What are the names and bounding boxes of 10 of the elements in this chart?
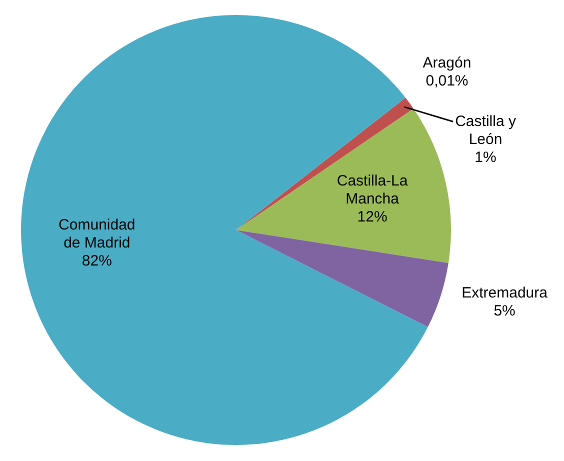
data-label: 82% bbox=[82, 252, 112, 270]
data-label: 12% bbox=[357, 208, 388, 226]
slice-label: Castilla-La Mancha bbox=[336, 172, 408, 208]
slice-label: Aragón bbox=[422, 54, 472, 72]
data-label: 5% bbox=[494, 302, 516, 320]
slice-label: Castilla y León bbox=[455, 112, 516, 148]
slice-label: Comunidad de Madrid bbox=[58, 216, 136, 252]
data-label: 0,01% bbox=[426, 72, 468, 90]
slice-label: Extremadura bbox=[462, 284, 548, 302]
data-label: 1% bbox=[474, 148, 496, 166]
